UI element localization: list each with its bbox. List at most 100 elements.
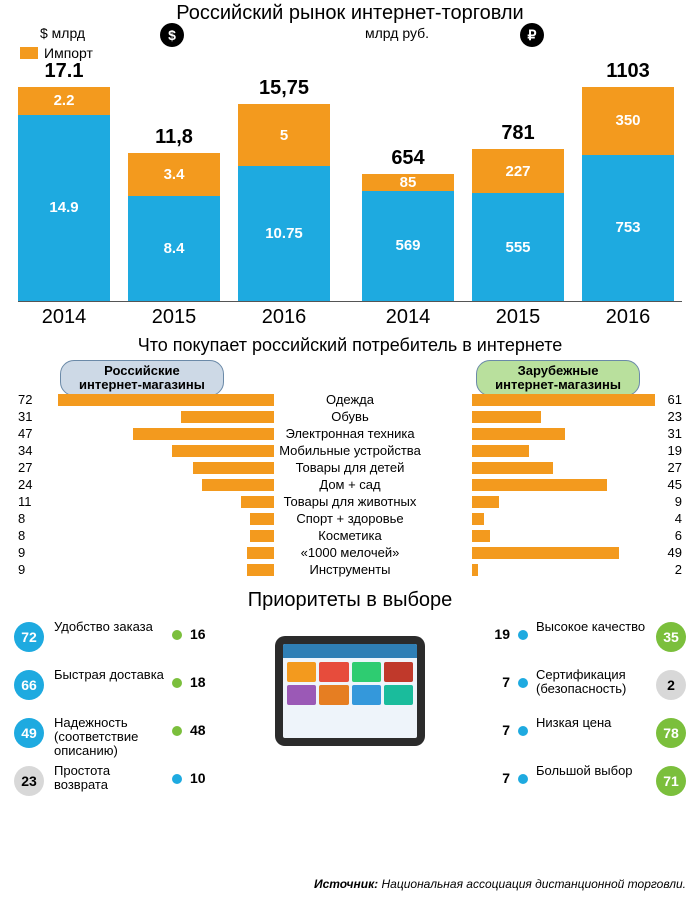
usd-label: $ млрд xyxy=(40,25,85,41)
mid-row: 949«1000 мелочей» xyxy=(18,545,682,562)
category-label: Одежда xyxy=(326,392,374,407)
right-value: 9 xyxy=(658,494,682,509)
prio-big-bubble: 49 xyxy=(14,718,44,748)
prio-label: Быстрая доставка xyxy=(54,668,164,682)
mid-pills: Российскиеинтернет-магазины Зарубежныеин… xyxy=(0,356,700,392)
right-value: 19 xyxy=(658,443,682,458)
bar-total: 781 xyxy=(472,122,564,145)
tablet-tile xyxy=(319,662,348,682)
prio-item: 78Низкая цена7 xyxy=(476,712,686,760)
seg-import: 227 xyxy=(472,149,564,193)
bar-total: 17.1 xyxy=(18,60,110,83)
left-bar xyxy=(247,564,274,576)
category-label: Обувь xyxy=(331,409,368,424)
dollar-icon: $ xyxy=(160,23,184,47)
prio-small-value: 48 xyxy=(190,722,206,738)
legend-swatch xyxy=(20,47,38,59)
right-bar xyxy=(472,564,478,576)
right-value: 27 xyxy=(658,460,682,475)
prio-item: 71Большой выбор7 xyxy=(476,760,686,808)
prio-item: 66Быстрая доставка18 xyxy=(14,664,224,712)
category-label: Дом + сад xyxy=(319,477,380,492)
seg-domestic: 14.9 xyxy=(18,115,110,301)
prio-dot xyxy=(518,630,528,640)
category-label: Косметика xyxy=(318,528,381,543)
prio-label: Простота возврата xyxy=(54,764,164,792)
x-axis xyxy=(18,301,682,302)
prio-dot xyxy=(172,630,182,640)
left-value: 24 xyxy=(18,477,42,492)
prio-label: Сертификация (безопасность) xyxy=(536,668,646,696)
category-label: Спорт + здоровье xyxy=(296,511,403,526)
bar-total: 1103 xyxy=(582,60,674,83)
mid-diverging-chart: 7261Одежда3123Обувь4731Электронная техни… xyxy=(18,392,682,579)
seg-import: 5 xyxy=(238,104,330,167)
legend-label: Импорт xyxy=(44,45,93,61)
right-value: 4 xyxy=(658,511,682,526)
mid-row: 119Товары для животных xyxy=(18,494,682,511)
top-title: Российский рынок интернет-торговли xyxy=(0,0,700,25)
bar-total: 654 xyxy=(362,147,454,170)
prio-big-bubble: 78 xyxy=(656,718,686,748)
seg-import: 350 xyxy=(582,87,674,155)
left-bar xyxy=(250,530,274,542)
prio-big-bubble: 23 xyxy=(14,766,44,796)
right-value: 31 xyxy=(658,426,682,441)
prio-small-value: 19 xyxy=(494,626,510,642)
bar-year: 2014 xyxy=(18,306,110,329)
mid-row: 27 27 Товары для детей xyxy=(18,460,682,477)
left-value: 11 xyxy=(18,494,42,509)
right-bar xyxy=(472,513,484,525)
rub-label: млрд руб. xyxy=(365,25,429,41)
category-label: Мобильные устройства xyxy=(279,443,421,458)
tablet-tile xyxy=(287,685,316,705)
bar-rub-2016: 1103350753 xyxy=(582,87,674,301)
prio-small-value: 18 xyxy=(190,674,206,690)
prio-dot xyxy=(518,774,528,784)
prio-item: 72Удобство заказа16 xyxy=(14,616,224,664)
left-value: 9 xyxy=(18,562,42,577)
prio-small-value: 10 xyxy=(190,770,206,786)
prio-small-value: 7 xyxy=(502,722,510,738)
category-label: Товары для детей xyxy=(296,460,405,475)
right-bar xyxy=(472,547,619,559)
left-value: 31 xyxy=(18,409,42,424)
prio-dot xyxy=(518,726,528,736)
prio-col-right: 35Высокое качество192Сертификация (безоп… xyxy=(476,616,686,808)
mid-row: 92Инструменты xyxy=(18,562,682,579)
prio-small-value: 16 xyxy=(190,626,206,642)
bar-year: 2014 xyxy=(362,306,454,329)
left-value: 8 xyxy=(18,528,42,543)
category-label: «1000 мелочей» xyxy=(301,545,400,560)
mid-row: 84Спорт + здоровье xyxy=(18,511,682,528)
mid-row: 4731Электронная техника xyxy=(18,426,682,443)
right-bar xyxy=(472,479,607,491)
prio-label: Большой выбор xyxy=(536,764,646,778)
seg-domestic: 8.4 xyxy=(128,196,220,301)
top-stacked-chart: 17.12.214.9201411,83.48.4201515,75510.75… xyxy=(18,67,682,329)
seg-domestic: 753 xyxy=(582,155,674,301)
seg-domestic: 10.75 xyxy=(238,166,330,301)
right-bar xyxy=(472,530,490,542)
prio-item: 23 Простота возврата 10 xyxy=(14,760,224,808)
pill-foreign: Зарубежныеинтернет-магазины xyxy=(476,360,640,396)
bar-total: 11,8 xyxy=(128,126,220,149)
source-line: Источник: Национальная ассоциация дистан… xyxy=(314,877,686,891)
right-bar xyxy=(472,428,565,440)
mid-row: 3419Мобильные устройства xyxy=(18,443,682,460)
left-bar xyxy=(193,462,274,474)
left-value: 72 xyxy=(18,392,42,407)
mid-row: 7261Одежда xyxy=(18,392,682,409)
prio-item: 2Сертификация (безопасность)7 xyxy=(476,664,686,712)
left-value: 27 xyxy=(18,460,42,475)
mid-title: Что покупает российский потребитель в ин… xyxy=(0,335,700,356)
category-label: Электронная техника xyxy=(285,426,414,441)
right-bar xyxy=(472,445,529,457)
bar-year: 2015 xyxy=(472,306,564,329)
prio-item: 49Надежность (соответствие описанию)48 xyxy=(14,712,224,760)
prio-title: Приоритеты в выборе xyxy=(0,589,700,612)
bar-total: 15,75 xyxy=(238,77,330,100)
prio-label: Удобство заказа xyxy=(54,620,164,634)
mid-row: 2445Дом + сад xyxy=(18,477,682,494)
prio-big-bubble: 35 xyxy=(656,622,686,652)
